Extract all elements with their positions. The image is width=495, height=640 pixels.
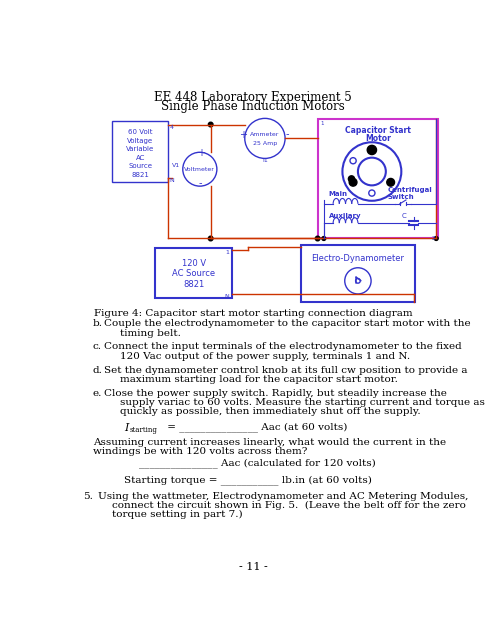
Text: -: - (199, 178, 202, 188)
Text: AC Source: AC Source (172, 269, 215, 278)
Text: b.: b. (93, 319, 103, 328)
Text: Electro-Dynamometer: Electro-Dynamometer (311, 254, 404, 263)
Text: Voltmeter: Voltmeter (185, 166, 215, 172)
Text: V1: V1 (172, 163, 180, 168)
Circle shape (349, 179, 357, 186)
Text: I: I (124, 422, 128, 433)
Text: +: + (239, 129, 247, 140)
Circle shape (208, 236, 213, 241)
Text: - 11 -: - 11 - (239, 562, 268, 572)
Circle shape (322, 237, 326, 241)
Text: Variable: Variable (126, 146, 154, 152)
Text: Voltage: Voltage (127, 138, 153, 143)
Text: Figure 4: Capacitor start motor starting connection diagram: Figure 4: Capacitor start motor starting… (94, 309, 413, 318)
Text: Main: Main (329, 191, 347, 196)
Text: Motor: Motor (365, 134, 391, 143)
Text: maximum starting load for the capacitor start motor.: maximum starting load for the capacitor … (120, 375, 398, 384)
Text: Close the power supply switch. Rapidly, but steadily increase the: Close the power supply switch. Rapidly, … (104, 388, 447, 397)
Text: +: + (197, 148, 204, 158)
Text: Switch: Switch (388, 194, 414, 200)
Text: N: N (170, 179, 174, 184)
Text: Source: Source (128, 163, 152, 169)
Text: Single Phase Induction Motors: Single Phase Induction Motors (161, 100, 345, 113)
Text: N: N (225, 294, 229, 299)
Circle shape (369, 190, 375, 196)
Text: 25 Amp: 25 Amp (253, 141, 277, 147)
Text: C: C (401, 213, 406, 219)
Text: d.: d. (93, 365, 103, 374)
Text: Starting torque = ___________ lb.in (at 60 volts): Starting torque = ___________ lb.in (at … (124, 475, 372, 484)
Text: EE 448 Laboratory Experiment 5: EE 448 Laboratory Experiment 5 (154, 91, 352, 104)
Text: 1: 1 (320, 122, 323, 127)
Text: Assuming current increases linearly, what would the current in the: Assuming current increases linearly, wha… (93, 438, 446, 447)
Text: 5.: 5. (83, 492, 93, 501)
Text: 8821: 8821 (183, 280, 204, 289)
Bar (318, 119, 438, 239)
Text: 60 Volt: 60 Volt (128, 129, 152, 135)
Circle shape (387, 179, 395, 186)
Text: quickly as possible, then immediately shut off the supply.: quickly as possible, then immediately sh… (120, 407, 421, 416)
Text: c.: c. (93, 342, 102, 351)
Text: Couple the electrodynamometer to the capacitor start motor with the: Couple the electrodynamometer to the cap… (104, 319, 471, 328)
Text: starting: starting (130, 426, 158, 434)
Text: Auxilary: Auxilary (329, 213, 361, 219)
Bar (112, 122, 168, 182)
Text: -: - (286, 129, 289, 140)
Circle shape (434, 237, 438, 241)
Text: Capacitor Start: Capacitor Start (345, 126, 411, 135)
Text: 8821: 8821 (131, 172, 149, 177)
Text: 120 V: 120 V (182, 259, 206, 268)
Text: _______________ Aac (calculated for 120 volts): _______________ Aac (calculated for 120 … (140, 458, 376, 468)
Text: = _______________ Aac (at 60 volts): = _______________ Aac (at 60 volts) (164, 422, 347, 433)
Text: connect the circuit shown in Fig. 5.  (Leave the belt off for the zero: connect the circuit shown in Fig. 5. (Le… (112, 501, 466, 510)
Circle shape (315, 236, 320, 241)
Bar (155, 248, 232, 298)
Text: 120 Vac output of the power supply, terminals 1 and N.: 120 Vac output of the power supply, term… (120, 352, 410, 361)
Text: Using the wattmeter, Electrodynamometer and AC Metering Modules,: Using the wattmeter, Electrodynamometer … (99, 492, 469, 501)
Text: Centrifugal: Centrifugal (388, 187, 432, 193)
Text: AC: AC (136, 155, 145, 161)
Circle shape (350, 157, 356, 164)
Circle shape (208, 122, 213, 127)
Text: I1: I1 (262, 159, 268, 163)
Text: 1: 1 (225, 250, 229, 255)
Text: windings be with 120 volts across them?: windings be with 120 volts across them? (93, 447, 307, 456)
Circle shape (367, 145, 377, 155)
Text: Connect the input terminals of the electrodynamometer to the fixed: Connect the input terminals of the elect… (104, 342, 462, 351)
Text: Ammeter: Ammeter (250, 132, 280, 137)
Text: torque setting in part 7.): torque setting in part 7.) (112, 510, 243, 520)
Text: Set the dynamometer control knob at its full cw position to provide a: Set the dynamometer control knob at its … (104, 365, 468, 374)
Text: 4: 4 (170, 125, 174, 129)
Text: timing belt.: timing belt. (120, 328, 181, 337)
Bar (300, 244, 415, 303)
Text: e.: e. (93, 388, 102, 397)
Text: supply variac to 60 volts. Measure the starting current and torque as: supply variac to 60 volts. Measure the s… (120, 398, 485, 407)
Text: 2: 2 (432, 236, 435, 241)
Circle shape (348, 176, 354, 182)
